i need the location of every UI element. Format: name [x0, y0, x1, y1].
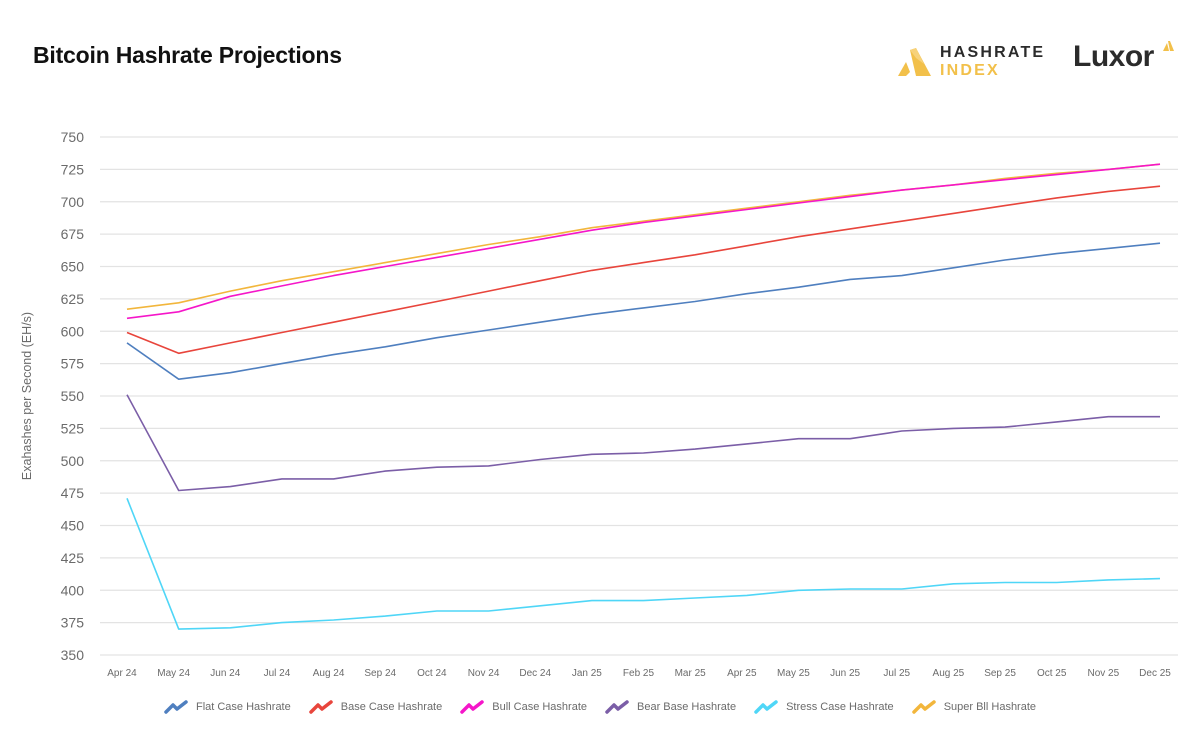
y-axis-ticks: 350 375 400 425 450 475 500 525 550 575 600 625 650 6…: [61, 129, 85, 663]
x-tick-label: Jul 25: [883, 668, 910, 679]
logo-word-hashrate: HASHRATE: [940, 44, 1046, 61]
legend-item[interactable]: Bear Base Hashrate: [605, 700, 736, 714]
x-tick-label: May 25: [777, 668, 810, 679]
legend-line-icon: [754, 700, 778, 714]
x-tick-label: Apr 25: [727, 668, 757, 679]
y-tick-label: 500: [61, 453, 85, 469]
x-tick-label: May 24: [157, 668, 190, 679]
series-lines: [126, 163, 1161, 630]
series-line-flat-case-hashrate: [126, 242, 1161, 381]
legend-item[interactable]: Stress Case Hashrate: [754, 700, 894, 714]
x-tick-label: Sep 25: [984, 668, 1016, 679]
y-tick-label: 350: [61, 647, 85, 663]
x-tick-label: Nov 24: [468, 668, 500, 679]
y-tick-label: 725: [61, 161, 85, 177]
y-tick-label: 550: [61, 388, 85, 404]
x-tick-label: Jun 24: [210, 668, 240, 679]
y-tick-label: 700: [61, 194, 85, 210]
y-tick-label: 650: [61, 259, 85, 275]
y-tick-label: 575: [61, 356, 85, 372]
legend-line-icon: [164, 700, 188, 714]
legend: Flat Case Hashrate Base Case Hashrate Bull…: [0, 700, 1200, 714]
x-tick-label: Sep 24: [364, 668, 396, 679]
legend-line-icon: [460, 700, 484, 714]
series-line-super-bll-hashrate: [126, 163, 1161, 310]
x-tick-label: Oct 25: [1037, 668, 1067, 679]
x-tick-label: Mar 25: [675, 668, 707, 679]
luxor-wordmark: Luxor: [1073, 40, 1154, 73]
y-tick-label: 375: [61, 615, 85, 631]
x-tick-label: Jan 25: [572, 668, 602, 679]
series-line-base-case-hashrate: [126, 185, 1161, 355]
x-tick-label: Nov 25: [1088, 668, 1120, 679]
luxor-logo: Luxor: [1073, 40, 1174, 74]
x-tick-label: Jun 25: [830, 668, 860, 679]
hashrate-index-logo: HASHRATE INDEX: [896, 44, 1045, 80]
chart-title: Bitcoin Hashrate Projections: [33, 42, 342, 68]
hashrate-index-mark-icon: [896, 44, 932, 80]
legend-item[interactable]: Flat Case Hashrate: [164, 700, 291, 714]
y-tick-label: 475: [61, 485, 85, 501]
series-line-stress-case-hashrate: [126, 498, 1161, 630]
legend-line-icon: [605, 700, 629, 714]
x-tick-label: Oct 24: [417, 668, 447, 679]
y-tick-label: 525: [61, 420, 85, 436]
x-tick-label: Dec 25: [1139, 668, 1171, 679]
legend-label: Super Bll Hashrate: [943, 701, 1037, 713]
legend-item[interactable]: Super Bll Hashrate: [911, 700, 1037, 714]
legend-label: Base Case Hashrate: [340, 701, 443, 713]
x-tick-label: Aug 25: [933, 668, 965, 679]
legend-line-icon: [911, 700, 936, 714]
y-tick-label: 600: [61, 323, 85, 339]
legend-label: Bull Case Hashrate: [492, 701, 588, 713]
logo-word-index: INDEX: [940, 62, 1000, 79]
x-axis-ticks: Apr 24 May 24 Jun 24 Jul 24 Aug 24 Sep 24 Oct …: [107, 668, 1171, 679]
grid-lines: [100, 136, 1178, 656]
series-line-bear-base-hashrate: [126, 394, 1160, 492]
y-tick-label: 750: [61, 129, 85, 145]
y-tick-label: 400: [61, 582, 85, 598]
x-tick-label: Dec 24: [519, 668, 551, 679]
y-tick-label: 450: [61, 518, 85, 534]
y-axis-label: Exahashes per Second (EH/s): [20, 312, 34, 480]
legend-item[interactable]: Base Case Hashrate: [308, 700, 443, 714]
x-tick-label: Jul 24: [264, 668, 291, 679]
y-tick-label: 675: [61, 226, 85, 242]
x-tick-label: Aug 24: [313, 668, 345, 679]
series-line-bull-case-hashrate: [126, 163, 1161, 320]
x-tick-label: Apr 24: [107, 668, 137, 679]
legend-label: Stress Case Hashrate: [786, 701, 894, 713]
legend-label: Flat Case Hashrate: [195, 701, 291, 713]
legend-item[interactable]: Bull Case Hashrate: [460, 700, 587, 714]
x-tick-label: Feb 25: [623, 668, 655, 679]
legend-line-icon: [308, 700, 333, 714]
legend-label: Bear Base Hashrate: [637, 701, 737, 713]
y-tick-label: 425: [61, 550, 85, 566]
luxor-triangle-icon: [1163, 41, 1174, 51]
y-tick-label: 625: [61, 291, 85, 307]
